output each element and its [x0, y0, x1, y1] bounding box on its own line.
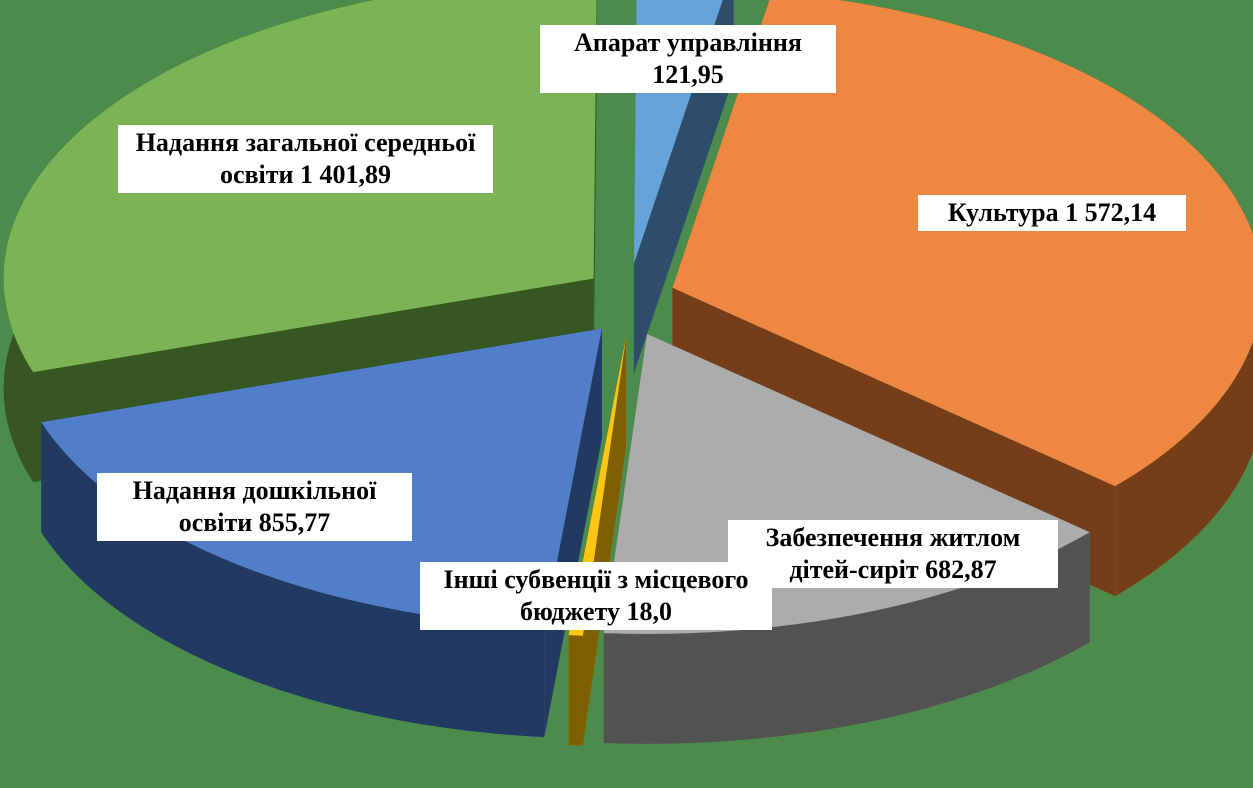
- slice-side-shade: [582, 336, 627, 746]
- value-label: 682,87: [925, 555, 997, 584]
- value-label: 1 572,14: [1065, 198, 1157, 227]
- category-label: Надання загальної середньої освіти: [135, 128, 476, 189]
- data-label: Апарат управління 121,95: [540, 25, 836, 93]
- data-label: Надання дошкільної освіти 855,77: [97, 473, 412, 541]
- value-label: 1 401,89: [300, 160, 392, 189]
- category-label: Апарат управління: [574, 28, 802, 57]
- data-label: Культура 1 572,14: [918, 195, 1186, 231]
- data-label: Інші субвенції з місцевого бюджету 18,0: [420, 562, 772, 630]
- category-label: Надання дошкільної освіти: [132, 476, 377, 537]
- category-label: Інші субвенції з місцевого бюджету: [443, 565, 749, 626]
- slice-side-shade: [568, 635, 583, 746]
- data-label: Забезпечення житлом дітей-сиріт 682,87: [728, 520, 1058, 588]
- value-label: 18,0: [626, 597, 673, 626]
- slice-highlight: [672, 0, 1253, 487]
- value-label: 855,77: [258, 508, 331, 537]
- data-label: Надання загальної середньої освіти 1 401…: [118, 125, 493, 193]
- category-label: Забезпечення житлом дітей-сиріт: [765, 523, 1021, 584]
- slice-side-shade: [633, 0, 734, 374]
- slice-side-shade: [593, 0, 597, 389]
- slice-side-shade: [544, 328, 602, 738]
- slice: [568, 336, 627, 636]
- value-label: 121,95: [652, 60, 724, 89]
- slice-highlight: [568, 336, 627, 636]
- category-label: Культура: [947, 198, 1059, 227]
- slice-side-shade: [41, 422, 545, 738]
- slice: [672, 0, 1253, 487]
- slice-side-shade: [603, 532, 1090, 744]
